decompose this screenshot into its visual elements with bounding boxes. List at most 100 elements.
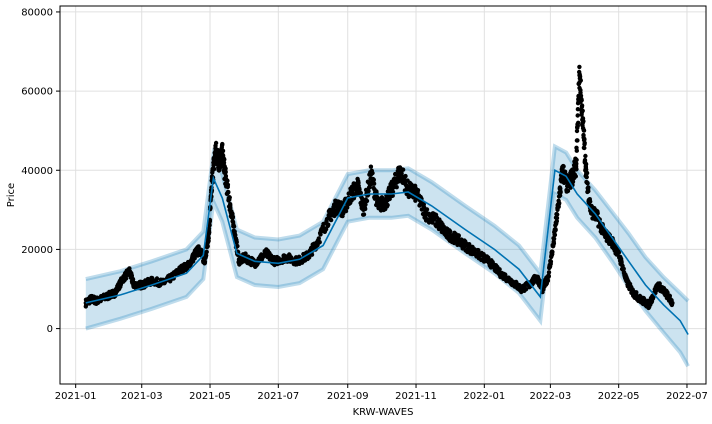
observed-point: [203, 253, 209, 258]
observed-point: [318, 232, 323, 237]
observed-point: [225, 182, 231, 187]
x-tick-label: 2021-03: [121, 391, 163, 402]
observed-point: [202, 259, 208, 264]
observed-point: [582, 145, 587, 151]
observed-point: [579, 98, 584, 103]
observed-point: [220, 141, 225, 147]
observed-point: [232, 229, 237, 234]
observed-point: [296, 254, 302, 259]
observed-point: [621, 266, 626, 271]
observed-point: [316, 236, 321, 241]
x-tick-label: 2021-01: [55, 391, 97, 402]
observed-point: [557, 200, 562, 206]
observed-point: [576, 120, 581, 126]
observed-point: [551, 241, 557, 246]
observed-point: [577, 74, 583, 79]
y-tick-label: 60000: [21, 87, 53, 98]
observed-point: [586, 185, 591, 190]
observed-point: [235, 243, 240, 249]
observed-point: [424, 207, 430, 212]
observed-point: [368, 164, 374, 169]
x-tick-label: 2021-11: [395, 391, 437, 402]
observed-point: [400, 167, 406, 172]
observed-point: [584, 170, 590, 176]
observed-point: [565, 188, 571, 194]
observed-point: [370, 170, 375, 176]
observed-point: [222, 157, 227, 162]
observed-point: [394, 185, 399, 190]
observed-point: [220, 148, 226, 154]
observed-point: [207, 223, 212, 228]
observed-point: [574, 167, 579, 172]
observed-point: [226, 190, 231, 195]
x-tick-label: 2022-05: [598, 391, 640, 402]
observed-point: [548, 259, 554, 264]
observed-point: [486, 255, 491, 260]
observed-point: [467, 242, 472, 247]
observed-point: [223, 173, 229, 179]
observed-point: [123, 276, 129, 281]
observed-point: [583, 153, 588, 159]
observed-point: [575, 113, 580, 118]
y-tick-label: 80000: [21, 7, 53, 18]
observed-point: [657, 281, 662, 286]
observed-point: [577, 64, 582, 70]
observed-point: [578, 78, 583, 83]
observed-point: [225, 178, 230, 183]
uncertainty-band: [85, 146, 689, 367]
observed-point: [584, 174, 589, 180]
observed-point: [575, 107, 581, 112]
observed-point: [574, 128, 580, 134]
observed-point: [326, 222, 331, 227]
observed-point: [324, 216, 330, 222]
observed-point: [421, 202, 426, 207]
observed-point: [582, 137, 587, 142]
observed-point: [231, 224, 237, 229]
axis-ticks: 2021-01 2021-03 2021-05 2021-07 2021-09 2021-…: [21, 7, 708, 402]
observed-point: [211, 166, 217, 172]
y-axis-label: Price: [6, 183, 17, 207]
observed-point: [228, 202, 233, 207]
observed-point: [403, 173, 408, 179]
observed-point: [634, 290, 639, 295]
observed-point: [223, 169, 228, 175]
observed-point: [317, 240, 322, 245]
observed-point: [205, 244, 210, 249]
observed-point: [154, 276, 160, 281]
observed-point: [343, 208, 349, 214]
x-axis-label: KRW-WAVES: [353, 407, 414, 418]
observed-point: [243, 251, 248, 256]
observed-point: [234, 239, 239, 245]
observed-point: [546, 270, 552, 275]
observed-point: [456, 233, 461, 238]
forecast-line-layer: [85, 169, 689, 335]
observed-point: [545, 278, 551, 283]
observed-point: [552, 232, 558, 238]
observed-point: [579, 103, 585, 108]
observed-point: [574, 148, 579, 153]
observed-point: [573, 174, 578, 179]
observed-point: [546, 274, 551, 279]
observed-point: [206, 236, 211, 241]
observed-point: [385, 202, 390, 208]
observed-point: [583, 161, 589, 167]
observed-point: [448, 229, 453, 234]
forecast-line: [85, 169, 689, 335]
observed-point: [230, 214, 236, 219]
observed-point: [215, 147, 220, 153]
y-tick-label: 0: [47, 324, 53, 335]
observed-point: [227, 195, 232, 200]
observed-point: [361, 212, 367, 217]
observed-point: [574, 157, 579, 163]
observed-point: [371, 177, 376, 182]
observed-point: [328, 217, 334, 223]
observed-point: [553, 227, 558, 233]
observed-point: [233, 232, 238, 238]
observed-point: [309, 252, 315, 257]
observed-point: [585, 181, 590, 186]
observed-point: [497, 267, 502, 272]
x-tick-label: 2022-01: [463, 391, 505, 402]
observed-point: [415, 188, 421, 193]
observed-point: [130, 277, 136, 282]
